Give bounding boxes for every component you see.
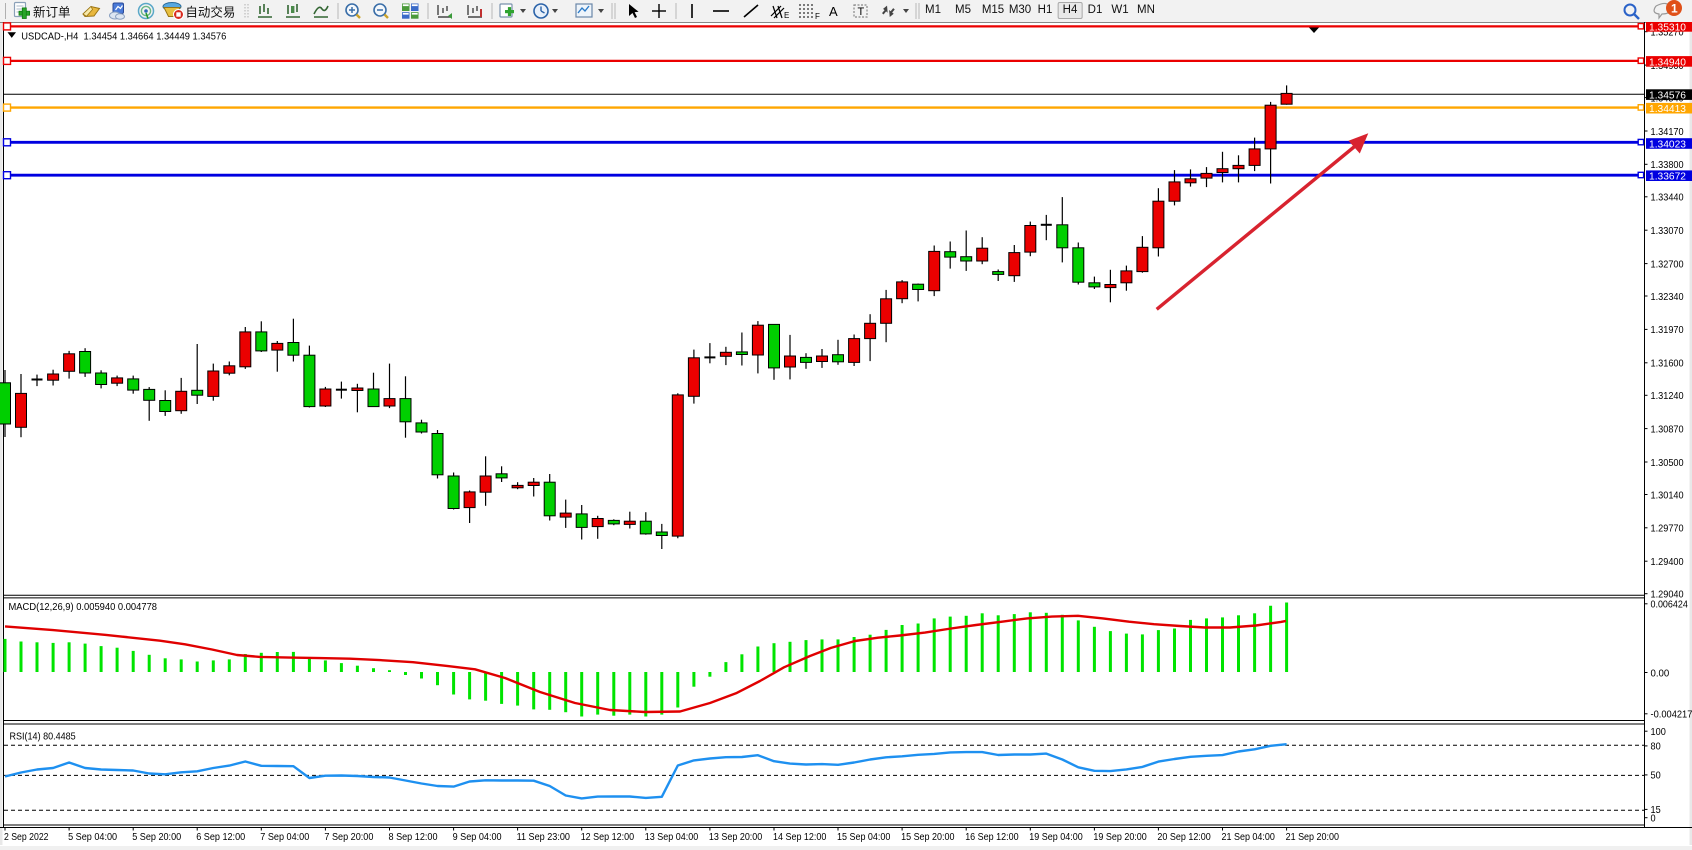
svg-text:1.29040: 1.29040 [1651, 589, 1684, 601]
svg-text:1.34413: 1.34413 [1649, 103, 1686, 115]
svg-text:8 Sep 12:00: 8 Sep 12:00 [389, 831, 438, 843]
svg-text:1.33800: 1.33800 [1651, 159, 1684, 171]
svg-text:1.30500: 1.30500 [1651, 457, 1684, 469]
svg-text:1.33672: 1.33672 [1649, 171, 1686, 183]
svg-text:100: 100 [1651, 726, 1666, 738]
svg-text:新订单: 新订单 [33, 5, 71, 20]
svg-text:1.34023: 1.34023 [1649, 138, 1686, 150]
svg-text:15 Sep 20:00: 15 Sep 20:00 [901, 831, 955, 843]
svg-text:13 Sep 20:00: 13 Sep 20:00 [709, 831, 763, 843]
svg-text:USDCAD-,H4 1.34454 1.34664 1.: USDCAD-,H4 1.34454 1.34664 1.34449 1.345… [21, 31, 226, 43]
svg-text:1.29400: 1.29400 [1651, 556, 1684, 568]
svg-text:1.31970: 1.31970 [1651, 324, 1684, 336]
svg-text:80: 80 [1651, 741, 1661, 753]
svg-text:MACD(12,26,9) 0.005940 0.00477: MACD(12,26,9) 0.005940 0.004778 [9, 601, 158, 613]
svg-text:12 Sep 12:00: 12 Sep 12:00 [581, 831, 635, 843]
svg-text:9 Sep 04:00: 9 Sep 04:00 [453, 831, 502, 843]
svg-text:15 Sep 04:00: 15 Sep 04:00 [837, 831, 891, 843]
svg-text:A: A [829, 4, 838, 19]
svg-text:50: 50 [1651, 770, 1661, 782]
svg-text:5 Sep 04:00: 5 Sep 04:00 [68, 831, 117, 843]
svg-text:1.34940: 1.34940 [1649, 56, 1686, 68]
svg-text:13 Sep 04:00: 13 Sep 04:00 [645, 831, 699, 843]
svg-text:1.29770: 1.29770 [1651, 523, 1684, 535]
svg-text:0.00: 0.00 [1651, 667, 1670, 679]
svg-text:E: E [784, 11, 789, 20]
svg-text:19 Sep 04:00: 19 Sep 04:00 [1029, 831, 1083, 843]
svg-text:F: F [815, 12, 820, 21]
svg-text:1.34170: 1.34170 [1651, 126, 1684, 138]
svg-text:1.32700: 1.32700 [1651, 258, 1684, 270]
svg-text:1.33440: 1.33440 [1651, 192, 1684, 204]
svg-text:14 Sep 12:00: 14 Sep 12:00 [773, 831, 827, 843]
svg-text:1.31600: 1.31600 [1651, 358, 1684, 370]
svg-text:1.32340: 1.32340 [1651, 291, 1684, 303]
svg-text:0: 0 [1651, 813, 1656, 825]
svg-text:1.31240: 1.31240 [1651, 390, 1684, 402]
svg-text:2 Sep 2022: 2 Sep 2022 [4, 831, 49, 843]
svg-text:20 Sep 12:00: 20 Sep 12:00 [1157, 831, 1211, 843]
svg-text:0.006424: 0.006424 [1651, 599, 1688, 611]
svg-text:1.30870: 1.30870 [1651, 423, 1684, 435]
svg-text:RSI(14) 80.4485: RSI(14) 80.4485 [10, 731, 76, 743]
svg-text:T: T [858, 6, 865, 18]
svg-text:5 Sep 20:00: 5 Sep 20:00 [132, 831, 181, 843]
svg-text:1: 1 [1671, 2, 1678, 16]
svg-text:1.35310: 1.35310 [1649, 21, 1686, 33]
svg-text:6 Sep 12:00: 6 Sep 12:00 [196, 831, 245, 843]
svg-text:15: 15 [1651, 804, 1661, 816]
svg-text:1.30140: 1.30140 [1651, 489, 1684, 501]
svg-text:16 Sep 12:00: 16 Sep 12:00 [965, 831, 1019, 843]
svg-text:1.34576: 1.34576 [1649, 90, 1686, 102]
svg-text:自动交易: 自动交易 [185, 5, 235, 20]
svg-text:7 Sep 20:00: 7 Sep 20:00 [324, 831, 373, 843]
svg-text:7 Sep 04:00: 7 Sep 04:00 [260, 831, 309, 843]
svg-text:21 Sep 20:00: 21 Sep 20:00 [1286, 831, 1340, 843]
svg-text:1.33070: 1.33070 [1651, 225, 1684, 237]
svg-text:-0.004217: -0.004217 [1651, 709, 1692, 721]
svg-text:21 Sep 04:00: 21 Sep 04:00 [1222, 831, 1276, 843]
svg-text:11 Sep 23:00: 11 Sep 23:00 [517, 831, 571, 843]
svg-text:19 Sep 20:00: 19 Sep 20:00 [1093, 831, 1147, 843]
